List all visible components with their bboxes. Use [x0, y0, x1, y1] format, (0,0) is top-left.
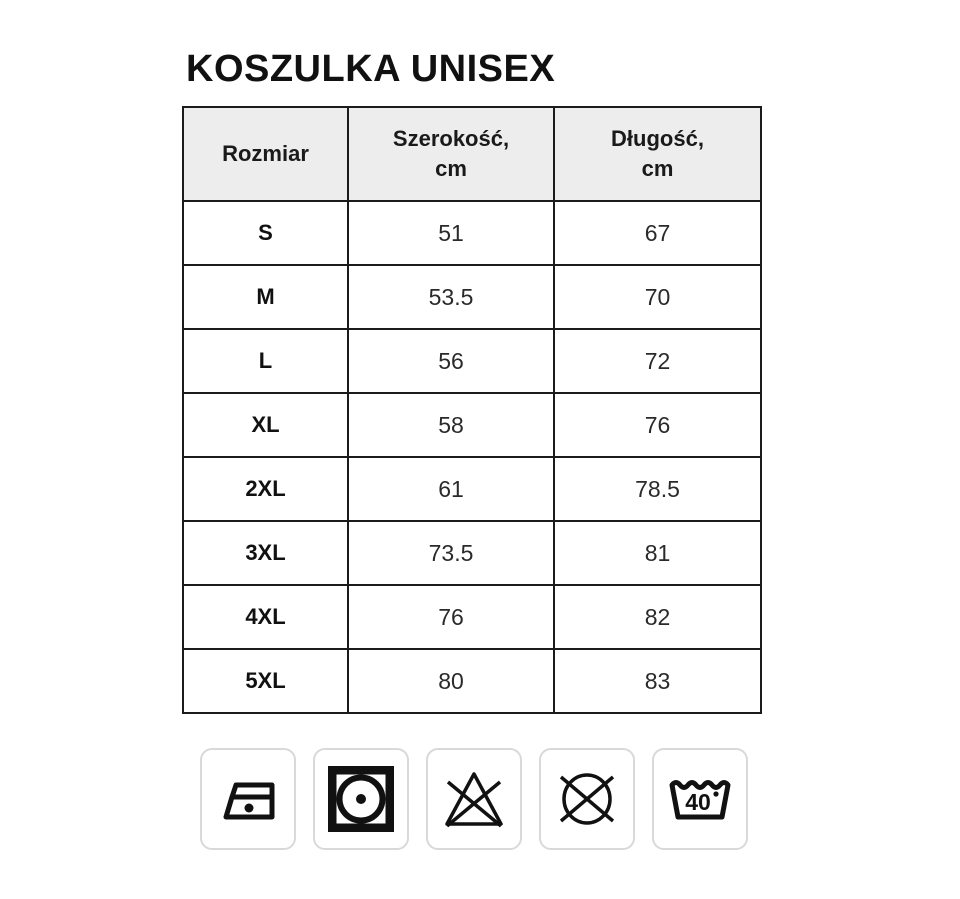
care-symbol-tumble-dry	[313, 748, 409, 850]
cell-width: 56	[347, 328, 555, 394]
cell-size: S	[182, 200, 349, 266]
care-symbol-wash-40: 40	[652, 748, 748, 850]
column-header-length: Długość, cm	[553, 106, 762, 202]
cell-size: 4XL	[182, 584, 349, 650]
size-table-container: Rozmiar Szerokość, cm Długość, cm S 51	[182, 106, 762, 714]
do-not-bleach-icon	[445, 772, 503, 828]
cell-width: 80	[347, 648, 555, 714]
cell-size: M	[182, 264, 349, 330]
table-row: 5XL 80 83	[182, 648, 762, 714]
cell-length: 67	[553, 200, 762, 266]
table-row: M 53.5 70	[182, 264, 762, 330]
cell-length: 82	[553, 584, 762, 650]
size-table: Rozmiar Szerokość, cm Długość, cm S 51	[182, 106, 762, 714]
size-table-header: Rozmiar Szerokość, cm Długość, cm	[182, 106, 762, 202]
cell-width: 53.5	[347, 264, 555, 330]
care-symbol-do-not-bleach	[426, 748, 522, 850]
column-header-size: Rozmiar	[182, 106, 349, 202]
tumble-dry-low-icon	[328, 766, 394, 832]
do-not-dry-clean-icon	[559, 773, 615, 825]
care-symbols-row: 40	[200, 748, 748, 850]
column-header-length-line2: cm	[641, 156, 674, 181]
cell-length: 81	[553, 520, 762, 586]
care-symbol-do-not-dry-clean	[539, 748, 635, 850]
table-row: 3XL 73.5 81	[182, 520, 762, 586]
table-row: 4XL 76 82	[182, 584, 762, 650]
cell-length: 76	[553, 392, 762, 458]
table-header-row: Rozmiar Szerokość, cm Długość, cm	[182, 106, 762, 202]
cell-size: L	[182, 328, 349, 394]
cell-size: 2XL	[182, 456, 349, 522]
page-title: KOSZULKA UNISEX	[186, 48, 556, 90]
cell-width: 51	[347, 200, 555, 266]
cell-width: 76	[347, 584, 555, 650]
size-table-body: S 51 67 M 53.5 70 L 56 72 XL 58 76	[182, 200, 762, 714]
table-row: 2XL 61 78.5	[182, 456, 762, 522]
care-symbol-iron	[200, 748, 296, 850]
table-row: S 51 67	[182, 200, 762, 266]
wash-40-degrees-icon: 40	[669, 780, 731, 820]
cell-size: XL	[182, 392, 349, 458]
cell-width: 73.5	[347, 520, 555, 586]
cell-length: 78.5	[553, 456, 762, 522]
column-header-width-line1: Szerokość,	[392, 126, 510, 152]
cell-length: 70	[553, 264, 762, 330]
cell-size: 5XL	[182, 648, 349, 714]
cell-width: 58	[347, 392, 555, 458]
column-header-size-line1: Rozmiar	[222, 141, 309, 167]
cell-width: 61	[347, 456, 555, 522]
iron-low-temperature-icon	[223, 782, 275, 820]
cell-length: 83	[553, 648, 762, 714]
column-header-width: Szerokość, cm	[347, 106, 555, 202]
cell-size: 3XL	[182, 520, 349, 586]
cell-length: 72	[553, 328, 762, 394]
wash-temperature-label: 40	[685, 789, 711, 815]
table-row: XL 58 76	[182, 392, 762, 458]
column-header-length-line1: Długość,	[611, 126, 704, 152]
column-header-width-line2: cm	[435, 156, 467, 181]
table-row: L 56 72	[182, 328, 762, 394]
